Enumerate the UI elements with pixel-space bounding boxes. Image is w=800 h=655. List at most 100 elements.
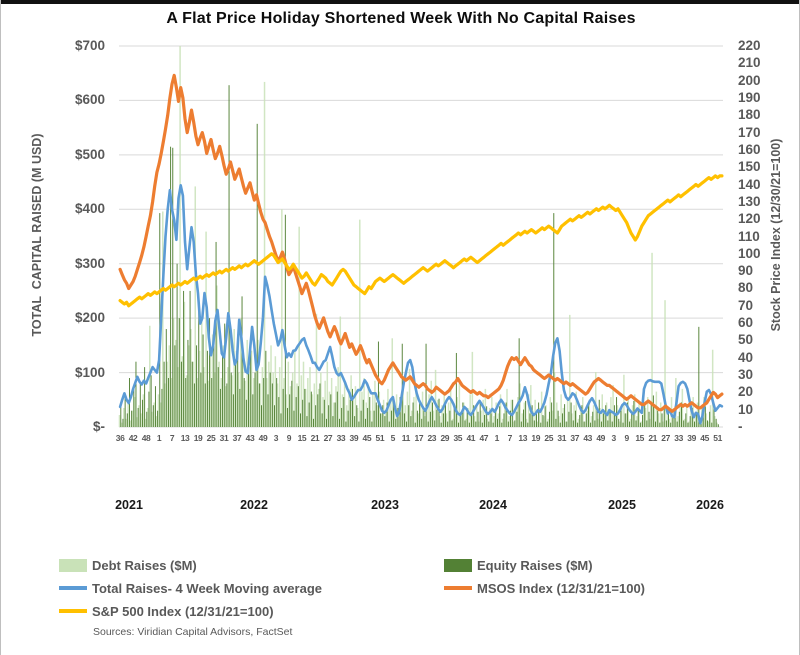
right-axis-tick: 70 bbox=[738, 297, 754, 313]
source-note: Sources: Viridian Capital Advisors, Fact… bbox=[93, 626, 293, 638]
week-tick: 9 bbox=[624, 433, 629, 443]
legend-label: MSOS Index (12/31/21=100) bbox=[477, 580, 646, 596]
total-raises-ma-swatch bbox=[59, 586, 87, 590]
right-axis-tick: 140 bbox=[738, 176, 761, 192]
right-axis-tick: 10 bbox=[738, 401, 754, 417]
top-border bbox=[1, 0, 799, 4]
legend-item-debt-raises: Debt Raises ($M) bbox=[59, 557, 197, 573]
week-tick: 51 bbox=[713, 433, 722, 443]
week-tick: 25 bbox=[206, 433, 216, 443]
legend-label: Equity Raises ($M) bbox=[477, 557, 593, 573]
right-axis-tick: 120 bbox=[738, 211, 761, 227]
week-tick: 35 bbox=[453, 433, 463, 443]
equity-raises-swatch bbox=[444, 558, 472, 572]
week-tick: 43 bbox=[583, 433, 593, 443]
left-axis-title: TOTAL CAPITAL RAISED (M USD) bbox=[30, 133, 44, 337]
week-tick: 7 bbox=[169, 433, 175, 443]
right-axis-tick: 190 bbox=[738, 89, 761, 105]
week-tick: 45 bbox=[700, 433, 709, 443]
week-tick: 47 bbox=[479, 433, 489, 443]
right-axis-tick: 110 bbox=[738, 228, 760, 244]
year-label: 2026 bbox=[696, 498, 724, 512]
right-axis-tick: 220 bbox=[738, 38, 761, 53]
left-axis-tick: $400 bbox=[74, 201, 105, 217]
right-axis-tick: 100 bbox=[738, 245, 761, 261]
left-axis-tick: $200 bbox=[74, 310, 105, 326]
right-axis-tick: 150 bbox=[738, 159, 761, 175]
legend-item-msos-index: MSOS Index (12/31/21=100) bbox=[444, 580, 645, 596]
week-tick: 3 bbox=[611, 433, 617, 443]
week-tick: 39 bbox=[349, 433, 359, 443]
left-axis-tick: $700 bbox=[74, 38, 105, 53]
week-tick: 31 bbox=[557, 433, 567, 443]
week-tick: 31 bbox=[219, 433, 229, 443]
week-tick: 49 bbox=[258, 433, 268, 443]
week-tick: 1 bbox=[494, 433, 500, 443]
week-tick: 39 bbox=[687, 433, 696, 443]
year-label: 2022 bbox=[240, 498, 268, 512]
right-axis-tick: 160 bbox=[738, 141, 761, 157]
week-tick: 41 bbox=[466, 433, 476, 443]
right-axis-tick: 40 bbox=[738, 349, 754, 365]
week-tick: 15 bbox=[297, 433, 307, 443]
week-tick: 27 bbox=[323, 433, 333, 443]
week-tick: 5 bbox=[390, 433, 396, 443]
right-axis-tick: 50 bbox=[738, 332, 754, 348]
left-axis-tick: $500 bbox=[74, 146, 105, 162]
left-axis-tick: $600 bbox=[74, 92, 105, 108]
week-tick: 13 bbox=[518, 433, 528, 443]
msos-index-swatch bbox=[444, 586, 472, 590]
year-label: 2025 bbox=[608, 498, 636, 512]
sp500-index-swatch bbox=[59, 609, 87, 613]
year-label: 2023 bbox=[371, 498, 399, 512]
right-axis-tick: 210 bbox=[738, 55, 761, 71]
week-tick: 23 bbox=[427, 433, 437, 443]
page-title: A Flat Price Holiday Shortened Week With… bbox=[166, 10, 636, 27]
week-tick: 42 bbox=[128, 433, 138, 443]
left-axis-tick: $- bbox=[92, 419, 105, 434]
week-tick: 33 bbox=[674, 433, 683, 443]
legend-item-total-raises-ma: Total Raises- 4 Week Moving average bbox=[59, 580, 322, 596]
week-tick: 15 bbox=[635, 433, 644, 443]
right-axis-tick: 200 bbox=[738, 72, 761, 88]
week-tick: 51 bbox=[375, 433, 385, 443]
week-tick: 19 bbox=[193, 433, 203, 443]
right-axis-tick: 130 bbox=[738, 193, 761, 209]
week-tick: 9 bbox=[286, 433, 292, 443]
week-tick: 21 bbox=[648, 433, 657, 443]
legend-label: S&P 500 Index (12/31/21=100) bbox=[92, 603, 274, 619]
week-tick: 17 bbox=[414, 433, 424, 443]
left-axis-tick: $100 bbox=[74, 364, 105, 380]
right-axis-tick: 80 bbox=[738, 280, 754, 296]
week-tick: 45 bbox=[362, 433, 372, 443]
left-axis-tick: $300 bbox=[74, 255, 105, 271]
right-axis-tick: 90 bbox=[738, 263, 754, 279]
week-tick: 37 bbox=[570, 433, 580, 443]
week-tick: 29 bbox=[440, 433, 450, 443]
week-tick: 33 bbox=[336, 433, 346, 443]
legend-label: Total Raises- 4 Week Moving average bbox=[92, 580, 322, 596]
week-tick: 25 bbox=[544, 433, 554, 443]
year-label: 2024 bbox=[479, 498, 507, 512]
legend-label: Debt Raises ($M) bbox=[92, 557, 197, 573]
legend-item-sp500-index: S&P 500 Index (12/31/21=100) bbox=[59, 603, 274, 619]
week-tick: 13 bbox=[180, 433, 190, 443]
right-axis-tick: 30 bbox=[738, 367, 754, 383]
week-tick: 43 bbox=[245, 433, 255, 443]
week-tick: 3 bbox=[273, 433, 279, 443]
year-label: 2021 bbox=[115, 498, 143, 512]
week-tick: 36 bbox=[115, 433, 125, 443]
week-tick: 48 bbox=[141, 433, 151, 443]
debt-raises-swatch bbox=[59, 558, 87, 572]
right-axis-tick: 20 bbox=[738, 384, 754, 400]
week-tick: 27 bbox=[661, 433, 670, 443]
week-tick: 19 bbox=[531, 433, 541, 443]
week-tick: 21 bbox=[310, 433, 320, 443]
right-axis-tick: 180 bbox=[738, 107, 761, 123]
right-axis-tick: 60 bbox=[738, 315, 754, 331]
capital-raises-chart bbox=[118, 45, 724, 428]
week-tick: 49 bbox=[596, 433, 605, 443]
right-axis-tick: - bbox=[738, 419, 743, 434]
week-tick: 37 bbox=[232, 433, 242, 443]
